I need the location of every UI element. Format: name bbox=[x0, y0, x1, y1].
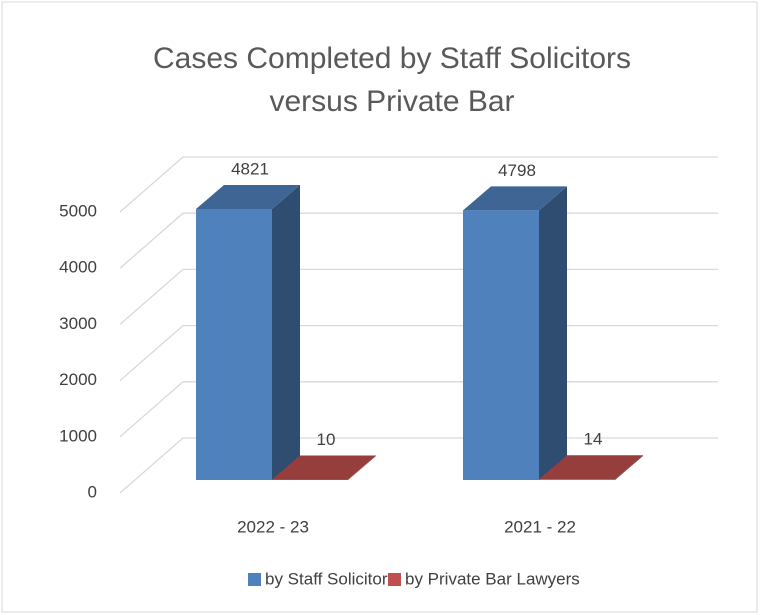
bar-face bbox=[539, 479, 615, 480]
y-tick-label: 1000 bbox=[59, 426, 97, 445]
bar-face bbox=[615, 455, 643, 480]
chart-title: Cases Completed by Staff Solicitors bbox=[153, 42, 631, 75]
y-tick-label: 5000 bbox=[59, 201, 97, 220]
legend-swatch bbox=[388, 573, 401, 586]
bar bbox=[463, 186, 567, 480]
y-tick-label: 3000 bbox=[59, 314, 97, 333]
bar-face bbox=[196, 185, 300, 210]
bar bbox=[272, 455, 376, 480]
legend-label: by Staff Solicitors bbox=[265, 569, 396, 588]
legend-label: by Private Bar Lawyers bbox=[405, 569, 580, 588]
bar bbox=[196, 185, 300, 480]
bar bbox=[539, 455, 643, 480]
bar-face bbox=[463, 186, 567, 211]
bar-face bbox=[196, 209, 272, 480]
x-tick-label: 2022 - 23 bbox=[237, 517, 309, 536]
chart-title: versus Private Bar bbox=[269, 85, 514, 118]
y-tick-label: 2000 bbox=[59, 370, 97, 389]
bar-face bbox=[272, 455, 376, 480]
bar-face bbox=[272, 479, 348, 480]
data-label: 10 bbox=[317, 430, 336, 449]
x-tick-label: 2021 - 22 bbox=[504, 517, 576, 536]
y-tick-label: 0 bbox=[88, 482, 97, 501]
data-label: 14 bbox=[584, 430, 603, 449]
y-tick-label: 4000 bbox=[59, 258, 97, 277]
bar-face bbox=[272, 185, 300, 480]
data-label: 4798 bbox=[498, 161, 536, 180]
bar-face bbox=[539, 186, 567, 480]
data-label: 4821 bbox=[231, 160, 269, 179]
bar-face bbox=[348, 455, 376, 480]
grid-line bbox=[119, 156, 718, 213]
bar-face bbox=[463, 210, 539, 480]
bar-face bbox=[539, 455, 643, 480]
legend-swatch bbox=[248, 573, 261, 586]
